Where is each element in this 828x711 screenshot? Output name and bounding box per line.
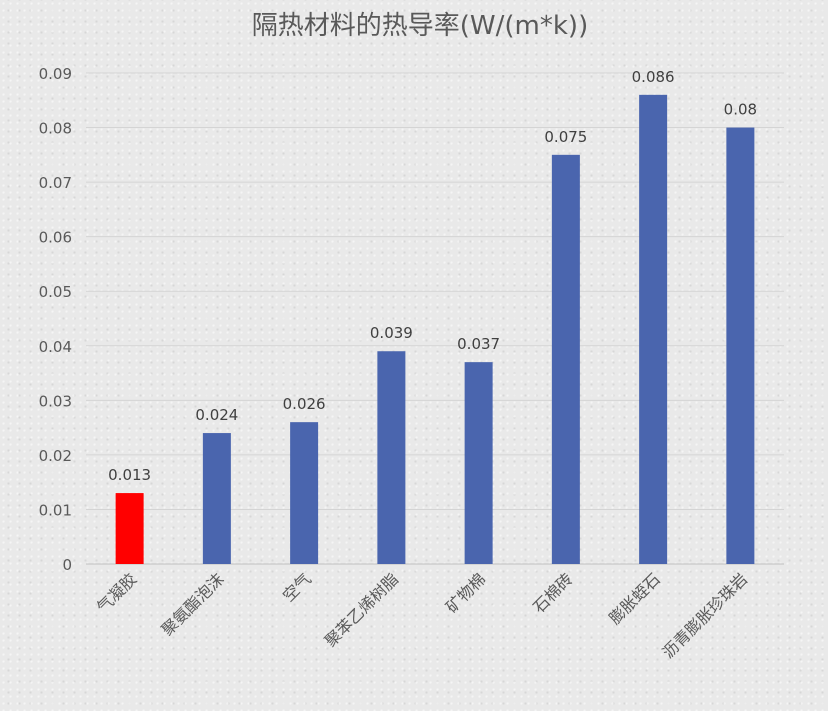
data-label: 0.08	[724, 101, 757, 119]
x-tick-label: 膨胀蛭石	[605, 569, 664, 628]
bar-5	[464, 362, 493, 564]
x-tick-label: 石棉砖	[529, 569, 576, 616]
y-tick-label: 0.04	[39, 338, 72, 356]
x-tick-label: 沥青膨胀珍珠岩	[659, 569, 752, 662]
y-tick-label: 0.07	[39, 174, 72, 192]
bar-4	[377, 351, 406, 564]
bar-2	[202, 433, 231, 564]
bar-7	[639, 94, 668, 565]
y-axis-ticks: 0 0.01 0.02 0.03 0.04 0.05 0.06 0.07 0.08 0.09	[39, 65, 72, 574]
bars	[115, 94, 755, 565]
gridlines	[86, 72, 784, 565]
x-tick-label: 聚氨酯泡沫	[158, 569, 228, 639]
y-tick-label: 0.05	[39, 283, 72, 301]
y-tick-label: 0.09	[39, 65, 72, 83]
y-tick-label: 0.06	[39, 229, 72, 247]
data-label: 0.086	[632, 68, 675, 86]
x-tick-label: 气凝胶	[93, 569, 140, 616]
bar-8	[726, 127, 755, 565]
data-labels: 0.013 0.024 0.026 0.039 0.037 0.075 0.086 0.08	[108, 68, 757, 484]
x-tick-label: 聚苯乙烯树脂	[321, 569, 402, 650]
y-tick-label: 0	[62, 556, 72, 574]
y-tick-label: 0.02	[39, 447, 72, 465]
data-label: 0.013	[108, 466, 151, 484]
data-label: 0.026	[283, 395, 326, 413]
data-label: 0.075	[544, 128, 587, 146]
y-tick-label: 0.08	[39, 120, 72, 138]
y-tick-label: 0.03	[39, 392, 72, 410]
y-tick-label: 0.01	[39, 501, 72, 519]
data-label: 0.037	[457, 335, 500, 353]
data-label: 0.039	[370, 324, 413, 342]
x-tick-label: 空气	[279, 569, 315, 605]
bar-1	[115, 493, 144, 564]
chart-title: 隔热材料的热导率(W/(m*k))	[252, 11, 588, 41]
bar-3	[290, 422, 319, 564]
data-label: 0.024	[195, 406, 238, 424]
x-tick-label: 矿物棉	[442, 569, 489, 616]
bar-6	[551, 154, 580, 565]
